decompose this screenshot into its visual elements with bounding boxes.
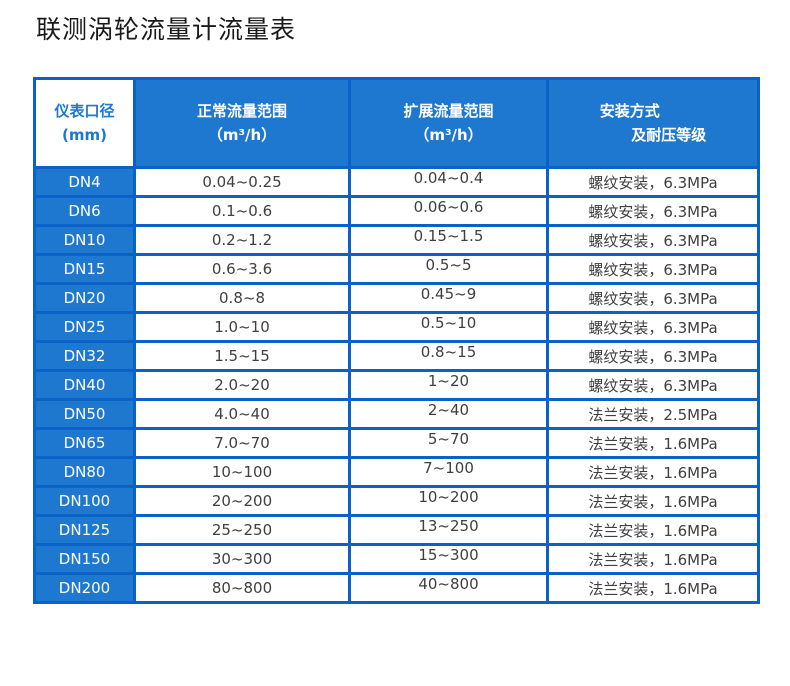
- extended-range-cell: 0.5~5: [348, 253, 549, 285]
- header-install-line1: 安装方式: [599, 102, 660, 120]
- diameter-cell: DN150: [33, 543, 136, 575]
- extended-range-cell: 13~250: [348, 514, 549, 546]
- normal-range-cell: 80~800: [133, 572, 351, 604]
- table-body: DN4 0.04~0.25 0.04~0.4 螺纹安装，6.3MPa DN6 0…: [33, 166, 760, 604]
- table-row: DN80 10~100 7~100 法兰安装，1.6MPa: [33, 456, 760, 488]
- extended-range-cell: 10~200: [348, 485, 549, 517]
- installation-cell: 螺纹安装，6.3MPa: [546, 311, 760, 343]
- diameter-cell: DN10: [33, 224, 136, 256]
- diameter-cell: DN25: [33, 311, 136, 343]
- extended-range-cell: 40~800: [348, 572, 549, 604]
- table-row: DN150 30~300 15~300 法兰安装，1.6MPa: [33, 543, 760, 575]
- normal-range-cell: 4.0~40: [133, 398, 351, 430]
- header-diameter-line1: 仪表口径: [54, 102, 115, 120]
- normal-range-cell: 10~100: [133, 456, 351, 488]
- table-row: DN125 25~250 13~250 法兰安装，1.6MPa: [33, 514, 760, 546]
- diameter-cell: DN50: [33, 398, 136, 430]
- normal-range-cell: 20~200: [133, 485, 351, 517]
- installation-cell: 螺纹安装，6.3MPa: [546, 195, 760, 227]
- header-normal-line2: （m³/h）: [207, 126, 277, 144]
- table-row: DN6 0.1~0.6 0.06~0.6 螺纹安装，6.3MPa: [33, 195, 760, 227]
- header-normal-line1: 正常流量范围: [196, 102, 287, 120]
- installation-cell: 法兰安装，1.6MPa: [546, 427, 760, 459]
- table-row: DN40 2.0~20 1~20 螺纹安装，6.3MPa: [33, 369, 760, 401]
- installation-cell: 螺纹安装，6.3MPa: [546, 224, 760, 256]
- normal-range-cell: 0.04~0.25: [133, 166, 351, 198]
- installation-cell: 法兰安装，1.6MPa: [546, 572, 760, 604]
- header-install-line2: 及耐压等级: [631, 126, 707, 144]
- diameter-cell: DN100: [33, 485, 136, 517]
- normal-range-cell: 0.2~1.2: [133, 224, 351, 256]
- table-row: DN200 80~800 40~800 法兰安装，1.6MPa: [33, 572, 760, 604]
- normal-range-cell: 30~300: [133, 543, 351, 575]
- installation-cell: 法兰安装，1.6MPa: [546, 485, 760, 517]
- installation-cell: 螺纹安装，6.3MPa: [546, 253, 760, 285]
- diameter-cell: DN32: [33, 340, 136, 372]
- extended-range-cell: 1~20: [348, 369, 549, 401]
- installation-cell: 螺纹安装，6.3MPa: [546, 340, 760, 372]
- installation-cell: 法兰安装，1.6MPa: [546, 456, 760, 488]
- installation-cell: 螺纹安装，6.3MPa: [546, 166, 760, 198]
- table-header: 仪表口径 (mm) 正常流量范围 （m³/h） 扩展流量范围 （m³/h） 安装…: [33, 77, 760, 169]
- diameter-cell: DN40: [33, 369, 136, 401]
- normal-range-cell: 0.1~0.6: [133, 195, 351, 227]
- normal-range-cell: 0.8~8: [133, 282, 351, 314]
- extended-range-cell: 15~300: [348, 543, 549, 575]
- flow-table: 仪表口径 (mm) 正常流量范围 （m³/h） 扩展流量范围 （m³/h） 安装…: [33, 77, 760, 604]
- extended-range-cell: 0.15~1.5: [348, 224, 549, 256]
- column-header-installation: 安装方式 及耐压等级: [546, 77, 760, 169]
- diameter-cell: DN20: [33, 282, 136, 314]
- table-row: DN50 4.0~40 2~40 法兰安装，2.5MPa: [33, 398, 760, 430]
- installation-cell: 法兰安装，1.6MPa: [546, 543, 760, 575]
- table-row: DN65 7.0~70 5~70 法兰安装，1.6MPa: [33, 427, 760, 459]
- normal-range-cell: 1.5~15: [133, 340, 351, 372]
- normal-range-cell: 1.0~10: [133, 311, 351, 343]
- diameter-cell: DN200: [33, 572, 136, 604]
- normal-range-cell: 2.0~20: [133, 369, 351, 401]
- extended-range-cell: 2~40: [348, 398, 549, 430]
- extended-range-cell: 0.04~0.4: [348, 166, 549, 198]
- table-row: DN15 0.6~3.6 0.5~5 螺纹安装，6.3MPa: [33, 253, 760, 285]
- table-row: DN20 0.8~8 0.45~9 螺纹安装，6.3MPa: [33, 282, 760, 314]
- installation-cell: 法兰安装，1.6MPa: [546, 514, 760, 546]
- column-header-extended-range: 扩展流量范围 （m³/h）: [348, 77, 549, 169]
- header-diameter-line2: (mm): [62, 126, 107, 144]
- diameter-cell: DN65: [33, 427, 136, 459]
- normal-range-cell: 7.0~70: [133, 427, 351, 459]
- table-row: DN100 20~200 10~200 法兰安装，1.6MPa: [33, 485, 760, 517]
- extended-range-cell: 0.45~9: [348, 282, 549, 314]
- header-row: 仪表口径 (mm) 正常流量范围 （m³/h） 扩展流量范围 （m³/h） 安装…: [33, 77, 760, 169]
- installation-cell: 法兰安装，2.5MPa: [546, 398, 760, 430]
- header-extended-line1: 扩展流量范围: [403, 102, 494, 120]
- table-row: DN32 1.5~15 0.8~15 螺纹安装，6.3MPa: [33, 340, 760, 372]
- diameter-cell: DN80: [33, 456, 136, 488]
- diameter-cell: DN4: [33, 166, 136, 198]
- table-row: DN25 1.0~10 0.5~10 螺纹安装，6.3MPa: [33, 311, 760, 343]
- installation-cell: 螺纹安装，6.3MPa: [546, 282, 760, 314]
- extended-range-cell: 0.06~0.6: [348, 195, 549, 227]
- column-header-normal-range: 正常流量范围 （m³/h）: [133, 77, 351, 169]
- normal-range-cell: 0.6~3.6: [133, 253, 351, 285]
- extended-range-cell: 5~70: [348, 427, 549, 459]
- diameter-cell: DN6: [33, 195, 136, 227]
- table-row: DN10 0.2~1.2 0.15~1.5 螺纹安装，6.3MPa: [33, 224, 760, 256]
- extended-range-cell: 7~100: [348, 456, 549, 488]
- diameter-cell: DN15: [33, 253, 136, 285]
- normal-range-cell: 25~250: [133, 514, 351, 546]
- column-header-diameter: 仪表口径 (mm): [33, 77, 136, 169]
- extended-range-cell: 0.8~15: [348, 340, 549, 372]
- table-row: DN4 0.04~0.25 0.04~0.4 螺纹安装，6.3MPa: [33, 166, 760, 198]
- header-extended-line2: （m³/h）: [414, 126, 483, 144]
- installation-cell: 螺纹安装，6.3MPa: [546, 369, 760, 401]
- diameter-cell: DN125: [33, 514, 136, 546]
- extended-range-cell: 0.5~10: [348, 311, 549, 343]
- page-title: 联测涡轮流量计流量表: [36, 15, 297, 44]
